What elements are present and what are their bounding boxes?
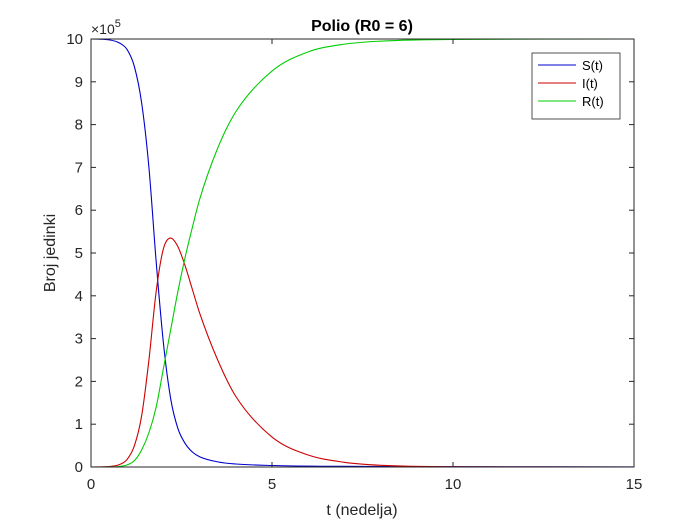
- chart-title: Polio (R0 = 6): [311, 18, 413, 35]
- y-tick-label-9: 9: [75, 74, 83, 91]
- legend-label-1: I(t): [582, 76, 598, 91]
- y-tick-label-7: 7: [75, 159, 83, 176]
- legend-label-2: R(t): [582, 94, 604, 109]
- y-exponent-base: ×10: [91, 21, 115, 37]
- y-tick-label-5: 5: [75, 245, 83, 262]
- y-tick-label-4: 4: [75, 288, 83, 305]
- y-tick-label-8: 8: [75, 117, 83, 134]
- x-tick-label-1: 5: [268, 476, 276, 493]
- legend: S(t) I(t) R(t): [531, 52, 621, 120]
- y-tick-label-6: 6: [75, 202, 83, 219]
- legend-box: [531, 52, 621, 120]
- y-exponent-power: 5: [115, 18, 121, 30]
- y-tick-label-10: 10: [66, 31, 83, 48]
- y-tick-label-0: 0: [75, 459, 83, 476]
- x-axis-label: t (nedelja): [326, 502, 397, 519]
- x-tick-label-2: 10: [445, 476, 462, 493]
- x-tick-label-0: 0: [87, 476, 95, 493]
- y-tick-label-2: 2: [75, 373, 83, 390]
- series-line-2: [90, 38, 635, 468]
- series-layer: [90, 38, 635, 468]
- series-line-0: [90, 38, 635, 468]
- axes-layer: 0 5 10 15 0 1 2 3 4 5 6 7 8 9 10: [66, 31, 642, 493]
- y-axis-label: Broj jedinki: [42, 214, 59, 292]
- y-tick-label-3: 3: [75, 331, 83, 348]
- x-tick-label-3: 15: [626, 476, 643, 493]
- y-exponent-label: ×105: [91, 18, 121, 37]
- legend-label-0: S(t): [582, 58, 603, 73]
- legend-items: S(t) I(t) R(t): [538, 58, 604, 109]
- y-tick-label-1: 1: [75, 416, 83, 433]
